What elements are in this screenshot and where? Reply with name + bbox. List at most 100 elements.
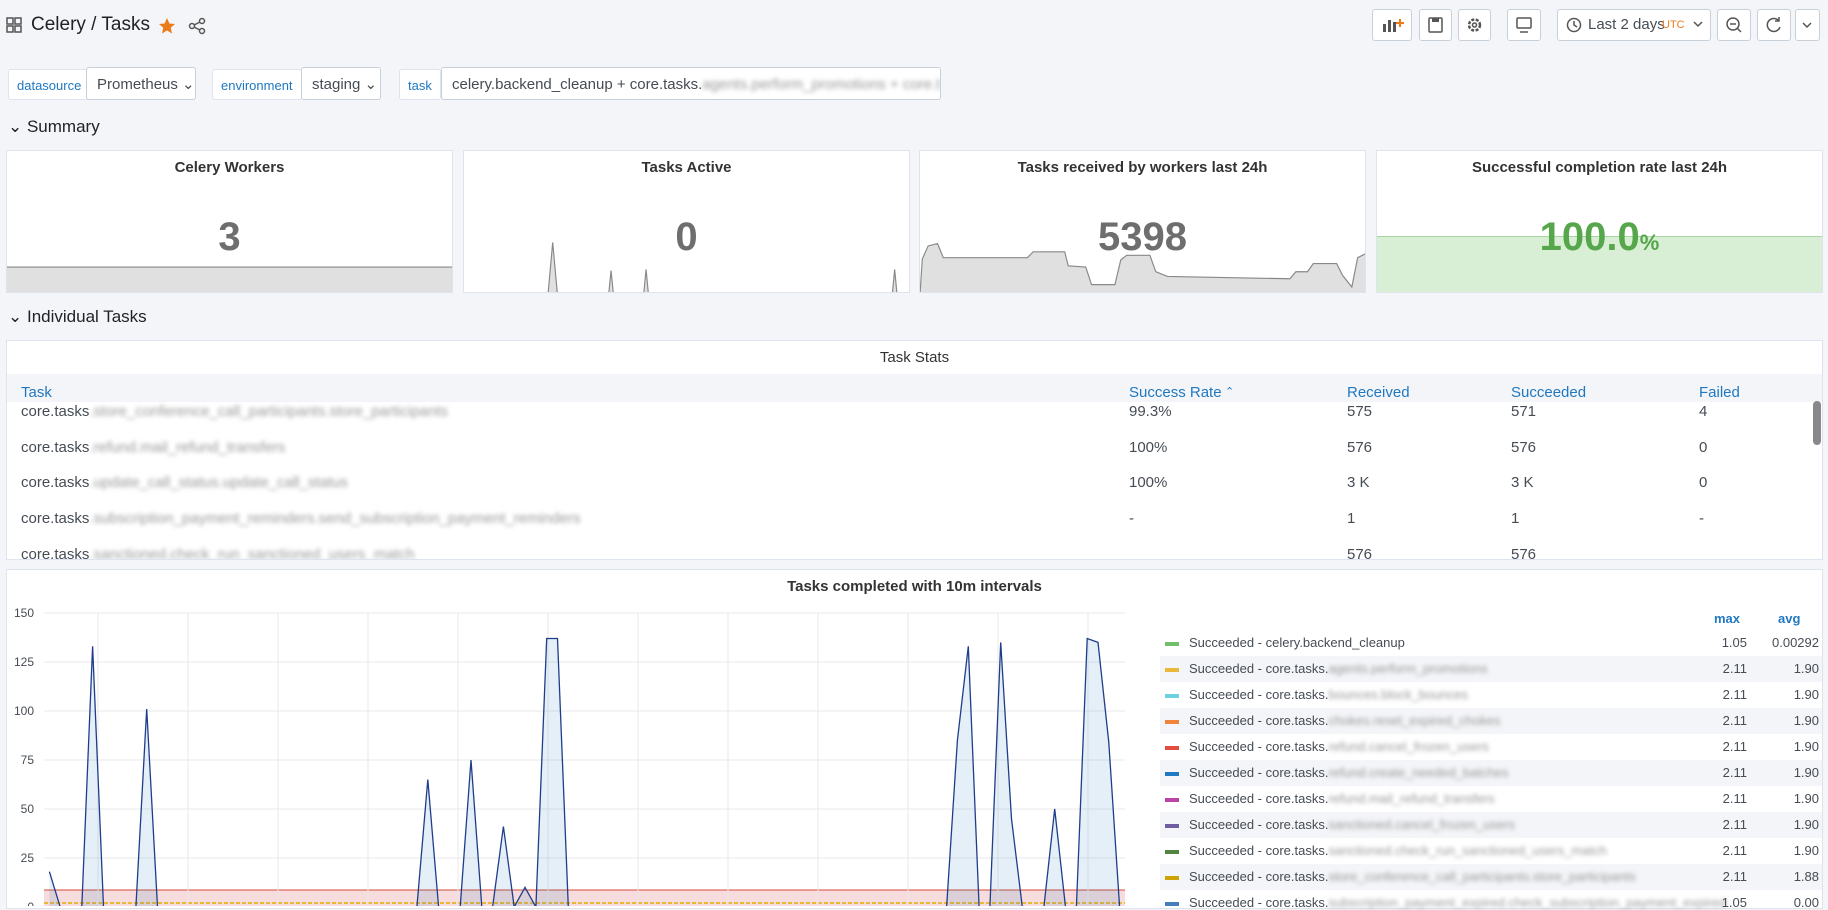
- series-name-hidden: chokes.reset_expired_chokes: [1328, 713, 1501, 728]
- icon: [1428, 17, 1443, 33]
- series-name: Succeeded - core.tasks.: [1189, 713, 1329, 728]
- icon: [1802, 22, 1812, 29]
- series-name-hidden: store_conference_call_participants.store…: [1328, 869, 1636, 884]
- series-name-hidden: refund.mail_refund_transfers: [1328, 791, 1495, 806]
- y-tick-label: 150: [14, 606, 34, 620]
- variable-select[interactable]: celery.backend_cleanup + core.tasks.agen…: [441, 67, 941, 100]
- stat-number: 100.0: [1539, 215, 1640, 259]
- apps-icon[interactable]: [6, 17, 22, 33]
- series-name: Succeeded - core.tasks.: [1189, 765, 1329, 780]
- legend-name[interactable]: Succeeded - core.tasks.store_conference_…: [1189, 869, 1636, 884]
- dashboard-title[interactable]: Celery / Tasks: [31, 14, 150, 35]
- table-cell: 99.3%: [1129, 403, 1172, 420]
- series-name: Succeeded - core.tasks.: [1189, 661, 1329, 676]
- table-cell: 0: [1699, 438, 1708, 456]
- stat-value: 100.0%: [1377, 215, 1822, 260]
- legend-avg: 1.90: [1793, 713, 1819, 728]
- legend-swatch: [1165, 876, 1179, 880]
- legend-avg: 1.90: [1793, 687, 1819, 702]
- task-prefix: core.tasks: [21, 545, 90, 560]
- legend-avg: 1.90: [1793, 661, 1819, 676]
- clock-icon: [1566, 17, 1582, 33]
- legend-swatch: [1165, 694, 1179, 698]
- legend-name[interactable]: Succeeded - core.tasks.refund.create_nee…: [1189, 765, 1508, 780]
- refresh-interval-button[interactable]: [1795, 9, 1820, 41]
- icon: [1467, 18, 1482, 32]
- variable-value: celery.backend_cleanup + core.tasks.: [452, 76, 703, 93]
- series-name: Succeeded - core.tasks.: [1189, 895, 1329, 910]
- legend-name[interactable]: Succeeded - core.tasks.sanctioned.cancel…: [1189, 817, 1515, 832]
- variable-select[interactable]: staging ⌄: [301, 67, 381, 100]
- row-name: Summary: [26, 117, 100, 136]
- variable-value: staging: [312, 76, 361, 93]
- legend-row-bg: [1160, 760, 1822, 786]
- legend-name[interactable]: Succeeded - core.tasks.refund.mail_refun…: [1189, 791, 1495, 806]
- row-title[interactable]: ⌄ Summary: [8, 117, 100, 136]
- table-cell: -: [1699, 510, 1704, 528]
- table-cell: 576: [1347, 545, 1373, 560]
- legend-swatch: [1165, 798, 1179, 802]
- legend-name[interactable]: Succeeded - core.tasks.chokes.reset_expi…: [1189, 713, 1500, 728]
- panel-title: Tasks completed with 10m intervals: [787, 578, 1042, 595]
- icon: [1766, 17, 1781, 33]
- legend-name[interactable]: Succeeded - celery.backend_cleanup: [1189, 635, 1405, 650]
- legend-name[interactable]: Succeeded - core.tasks.agents.perform_pr…: [1189, 661, 1487, 676]
- legend-max: 2.11: [1722, 713, 1747, 728]
- table-cell: 575: [1347, 403, 1373, 420]
- series-name-hidden: sanctioned.cancel_frozen_users: [1328, 817, 1515, 832]
- task-suffix: .store_conference_call_participants.stor…: [89, 403, 448, 420]
- table-cell: 576: [1347, 438, 1373, 456]
- share-icon[interactable]: [188, 17, 206, 35]
- legend-max: 2.11: [1722, 739, 1747, 754]
- refresh-button[interactable]: [1757, 9, 1791, 41]
- table-cell: 0: [1699, 474, 1708, 492]
- table-cell: 3 K: [1347, 474, 1370, 492]
- row-title[interactable]: ⌄ Individual Tasks: [8, 307, 147, 326]
- series-name-hidden: subscription_payment_expired.check_subsc…: [1328, 895, 1726, 910]
- legend-name[interactable]: Succeeded - core.tasks.sanctioned.check_…: [1189, 843, 1607, 858]
- legend-name[interactable]: Succeeded - core.tasks.refund.cancel_fro…: [1189, 739, 1489, 754]
- stat-value: 5398: [1098, 215, 1187, 259]
- legend-avg: 1.88: [1793, 869, 1819, 884]
- time-picker[interactable]: Last 2 days UTC: [1557, 9, 1711, 41]
- sparkline: [920, 242, 1365, 292]
- task-prefix: core.tasks: [21, 510, 90, 528]
- stat-panel: Tasks received by workers last 24h 5398: [919, 150, 1366, 293]
- task-suffix: .refund.mail_refund_transfers: [89, 438, 286, 456]
- add-panel-button[interactable]: [1372, 9, 1412, 41]
- series-area: [49, 638, 1120, 906]
- scrollbar[interactable]: [1813, 401, 1821, 445]
- panel-title: Tasks received by workers last 24h: [1017, 159, 1268, 176]
- table-cell: 3 K: [1511, 474, 1534, 492]
- legend-swatch: [1165, 720, 1179, 724]
- save-button[interactable]: [1419, 9, 1452, 41]
- column-header: Succeeded: [1511, 384, 1587, 401]
- zoom-out-button[interactable]: [1717, 9, 1751, 41]
- series-name: Succeeded - celery.backend_cleanup: [1189, 635, 1405, 650]
- icon: [1726, 17, 1742, 33]
- legend-max: 2.11: [1722, 661, 1747, 676]
- row-name: Individual Tasks: [26, 307, 147, 326]
- variable-label: task: [399, 69, 441, 100]
- legend-name[interactable]: Succeeded - core.tasks.bounces.block_bou…: [1189, 687, 1468, 702]
- legend-max: 2.11: [1722, 869, 1747, 884]
- column-header: Success Rate: [1129, 384, 1222, 401]
- tv-mode-button[interactable]: [1507, 9, 1541, 41]
- legend-avg: 1.90: [1793, 843, 1819, 858]
- settings-button[interactable]: [1458, 9, 1491, 41]
- column-header: Failed: [1699, 384, 1740, 401]
- legend-name[interactable]: Succeeded - core.tasks.subscription_paym…: [1189, 895, 1726, 910]
- star-icon[interactable]: [158, 17, 176, 35]
- legend-swatch: [1165, 902, 1179, 906]
- variable-select[interactable]: Prometheus ⌄: [86, 67, 196, 100]
- legend-avg: 1.90: [1793, 817, 1819, 832]
- series-name-hidden: agents.perform_promotions: [1328, 661, 1488, 676]
- table-cell: 576: [1511, 545, 1537, 560]
- legend-max: 2.11: [1722, 765, 1747, 780]
- legend-header: avg: [1778, 611, 1801, 626]
- table-cell: 571: [1511, 403, 1537, 420]
- task-suffix: .update_call_status.update_call_status: [89, 474, 348, 492]
- stat-panel: Tasks Active 0: [463, 150, 910, 293]
- legend-avg: 1.90: [1793, 791, 1819, 806]
